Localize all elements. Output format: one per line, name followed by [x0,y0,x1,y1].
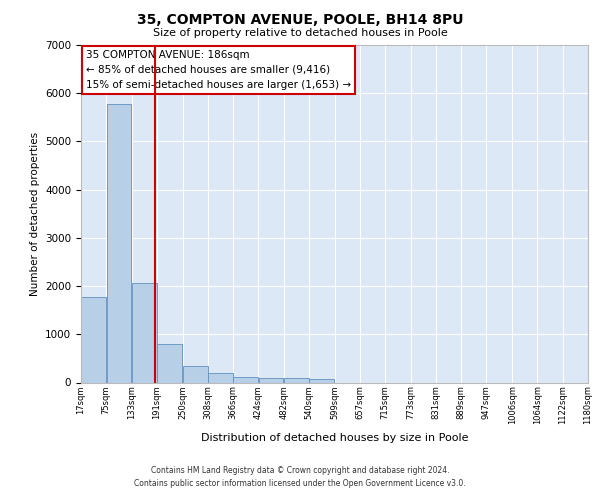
X-axis label: Distribution of detached houses by size in Poole: Distribution of detached houses by size … [201,432,468,442]
Bar [259,378,283,382]
Text: 35 COMPTON AVENUE: 186sqm
← 85% of detached houses are smaller (9,416)
15% of se: 35 COMPTON AVENUE: 186sqm ← 85% of detac… [86,50,351,90]
Bar [233,377,258,382]
Bar [107,104,131,382]
Y-axis label: Number of detached properties: Number of detached properties [29,132,40,296]
Bar [284,378,309,382]
Bar [208,374,233,382]
Text: Contains HM Land Registry data © Crown copyright and database right 2024.
Contai: Contains HM Land Registry data © Crown c… [134,466,466,487]
Bar [132,283,157,382]
Bar [81,296,106,382]
Text: Size of property relative to detached houses in Poole: Size of property relative to detached ho… [152,28,448,38]
Bar [157,344,182,383]
Text: 35, COMPTON AVENUE, POOLE, BH14 8PU: 35, COMPTON AVENUE, POOLE, BH14 8PU [137,12,463,26]
Bar [183,366,208,382]
Bar [309,379,334,382]
